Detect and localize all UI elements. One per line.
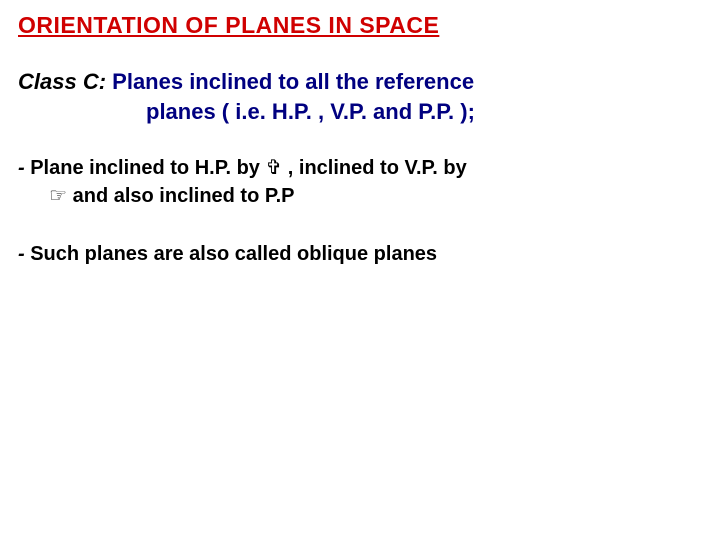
bullet-prefix: - [18, 243, 30, 265]
cross-symbol: ✞ [265, 157, 282, 179]
bullet-prefix: - [18, 157, 30, 179]
class-content-line2: planes ( i.e. H.P. , V.P. and P.P. ); [146, 97, 702, 127]
page-title: ORIENTATION OF PLANES IN SPACE [18, 12, 702, 39]
bullet-item-1: - Plane inclined to H.P. by ✞ , inclined… [18, 154, 702, 210]
class-label: Class C: [18, 69, 112, 94]
bullet-text: , inclined to V.P. by [282, 157, 467, 179]
bullet-item-2: - Such planes are also called oblique pl… [18, 240, 702, 268]
pointing-hand-symbol: ☞ [49, 185, 67, 207]
class-content-line1: Planes inclined to all the reference [112, 69, 474, 94]
class-heading: Class C: Planes inclined to all the refe… [18, 67, 702, 126]
bullet-text: Plane inclined to H.P. by [30, 157, 265, 179]
bullet-text: Such planes are also called oblique plan… [30, 243, 437, 265]
bullet-text: and also inclined to P.P [67, 185, 294, 207]
